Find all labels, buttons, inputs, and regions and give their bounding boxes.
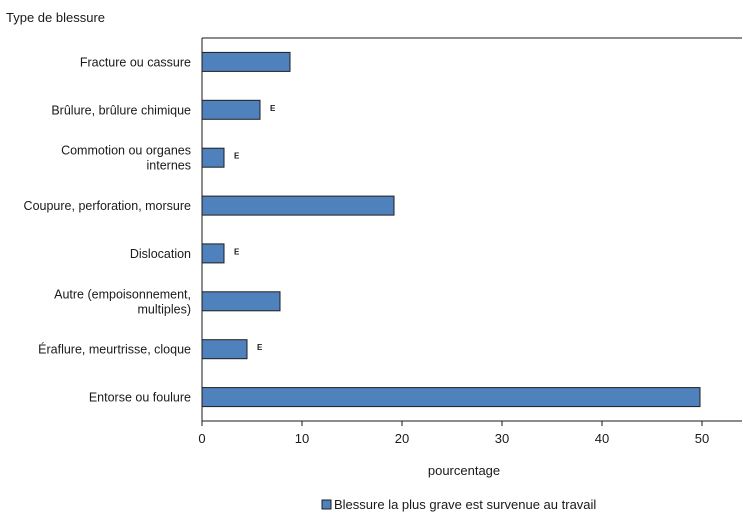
category-label: internes: [147, 159, 191, 173]
category-labels: Fracture ou cassure Brûlure, brûlure chim…: [24, 55, 191, 404]
category-label: Entorse ou foulure: [89, 391, 191, 405]
bar: [201, 147, 225, 168]
category-label: Coupure, perforation, morsure: [24, 199, 191, 213]
x-tick-label: 0: [198, 431, 205, 446]
bar: [201, 387, 701, 408]
category-label: Commotion ou organes: [61, 144, 191, 158]
bar-flag: E: [257, 343, 263, 352]
category-label: Autre (empoisonnement,: [54, 287, 191, 301]
bar: [201, 99, 261, 120]
bar: [201, 291, 281, 312]
legend: Blessure la plus grave est survenue au t…: [321, 497, 596, 512]
category-label: Fracture ou cassure: [80, 55, 191, 69]
legend-label: Blessure la plus grave est survenue au t…: [334, 497, 596, 512]
bar: [201, 51, 291, 72]
bar: [201, 195, 395, 216]
bar: [201, 243, 225, 264]
x-tick-label: 20: [395, 431, 409, 446]
x-axis-label: pourcentage: [428, 463, 500, 478]
category-label: Éraflure, meurtrisse, cloque: [38, 342, 191, 357]
bar: [201, 339, 248, 360]
category-label: Brûlure, brûlure chimique: [51, 103, 191, 117]
x-tick-label: 50: [695, 431, 709, 446]
category-label: multiples): [138, 302, 192, 316]
legend-swatch: [321, 499, 332, 510]
x-tick-label: 40: [595, 431, 609, 446]
y-axis-title: Type de blessure: [6, 10, 105, 25]
bar-flag: E: [234, 152, 240, 161]
bar-flag: E: [270, 104, 276, 113]
bars-group: E E E E: [201, 51, 701, 408]
x-tick-label: 10: [295, 431, 309, 446]
bar-flag: E: [234, 247, 240, 256]
x-tick-label: 30: [495, 431, 509, 446]
category-label: Dislocation: [130, 247, 191, 261]
x-axis-ticks: 0 10 20 30 40 50: [198, 421, 709, 446]
